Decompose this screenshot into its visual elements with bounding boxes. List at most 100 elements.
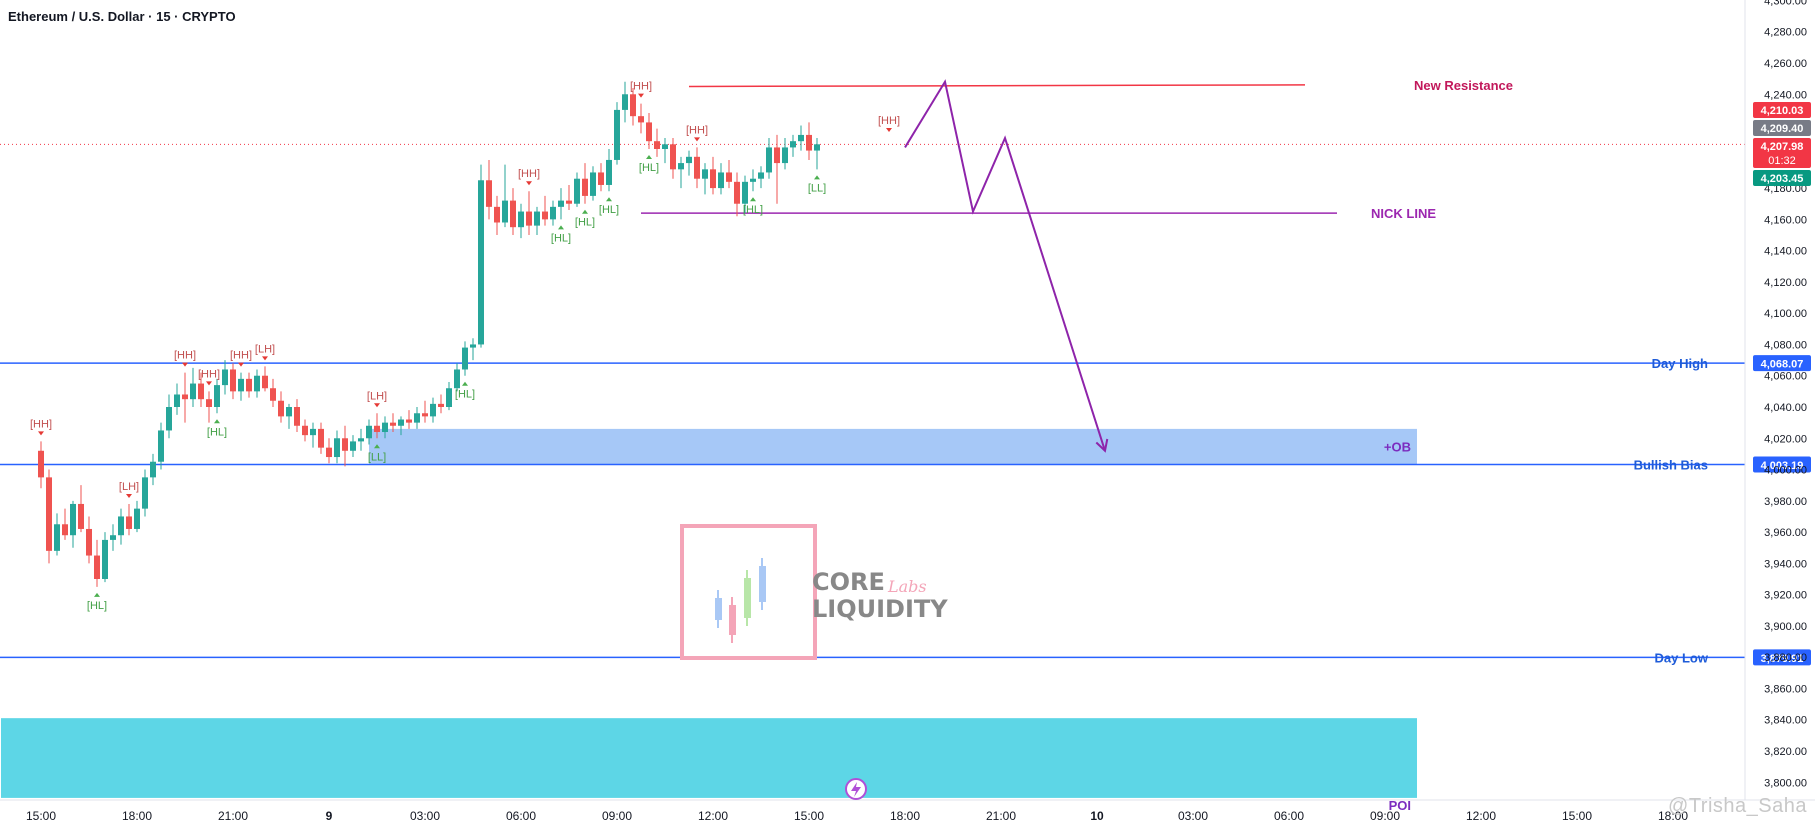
candle-body <box>526 211 532 226</box>
candle-body <box>310 428 316 436</box>
swing-marker <box>638 93 644 98</box>
swing-marker <box>214 419 220 424</box>
logo-candle <box>759 566 766 602</box>
swing-label: [LL] <box>368 451 386 463</box>
projection-arrowhead <box>1095 438 1109 453</box>
price-tick: 4,040.00 <box>1764 402 1807 414</box>
level-label: Bullish Bias <box>1634 458 1708 473</box>
candle-body <box>294 407 300 426</box>
candle-body <box>262 375 268 389</box>
candle-body <box>134 508 140 529</box>
swing-label: [HL] <box>551 232 571 244</box>
swing-label: [LL] <box>808 182 826 194</box>
candle-body <box>590 172 596 196</box>
price-tick: 3,860.00 <box>1764 683 1807 695</box>
candle-body <box>478 180 484 345</box>
swing-label: [HL] <box>639 162 659 174</box>
candle-body <box>558 200 564 207</box>
swing-label: [HL] <box>207 426 227 438</box>
swing-marker <box>750 197 756 202</box>
candle-body <box>694 156 700 179</box>
candle-body <box>454 369 460 389</box>
time-tick: 09:00 <box>602 809 632 823</box>
price-tick: 3,960.00 <box>1764 527 1807 539</box>
time-tick: 18:00 <box>890 809 920 823</box>
price-tick: 4,300.00 <box>1764 0 1807 7</box>
candle-body <box>806 134 812 151</box>
level-label: Day Low <box>1655 650 1709 665</box>
level-price-text: 3,879.91 <box>1761 653 1804 665</box>
candle-body <box>566 200 572 204</box>
swing-marker <box>646 155 652 159</box>
time-tick: 21:00 <box>218 809 248 823</box>
candle-body <box>742 181 748 204</box>
swing-label: [HL] <box>455 389 475 401</box>
bolt-icon <box>845 778 867 800</box>
level-price-tag <box>1753 355 1811 372</box>
price-tag-text: 4,207.98 <box>1761 141 1804 153</box>
price-tag-text: 4,209.40 <box>1761 123 1804 135</box>
price-tick: 4,100.00 <box>1764 308 1807 320</box>
price-tag-text: 4,210.03 <box>1761 105 1804 117</box>
candle-body <box>534 211 540 226</box>
swing-marker <box>126 493 132 498</box>
candle-body <box>518 211 524 228</box>
candle-body <box>606 159 612 185</box>
swing-label: [HH] <box>174 350 196 362</box>
price-tick: 3,800.00 <box>1764 777 1807 789</box>
candle-body <box>190 383 196 400</box>
price-tag <box>1753 120 1811 136</box>
price-tick: 4,180.00 <box>1764 183 1807 195</box>
candle-body <box>94 555 100 579</box>
candle-body <box>494 206 500 223</box>
candle-body <box>470 344 476 348</box>
time-tick: 03:00 <box>1178 809 1208 823</box>
time-tick: 06:00 <box>506 809 536 823</box>
chart-title: Ethereum / U.S. Dollar · 15 · CRYPTO <box>8 9 236 24</box>
swing-label: [HH] <box>878 115 900 127</box>
logo-candle <box>729 605 736 635</box>
time-tick: 06:00 <box>1274 809 1304 823</box>
swing-label: [HH] <box>518 168 540 180</box>
resistance-line <box>688 84 1306 88</box>
swing-label: [HL] <box>575 217 595 229</box>
logo-frame <box>680 524 817 660</box>
time-tick: 9 <box>326 809 333 823</box>
price-tick: 4,000.00 <box>1764 465 1807 477</box>
swing-label: [HL] <box>599 204 619 216</box>
swing-marker <box>374 444 380 449</box>
level-price-text: 4,068.07 <box>1761 359 1804 371</box>
price-tick: 4,060.00 <box>1764 371 1807 383</box>
swing-label: [LH] <box>367 390 387 402</box>
price-tick: 4,240.00 <box>1764 89 1807 101</box>
swing-label: [HH] <box>30 418 52 430</box>
candle-body <box>70 503 76 536</box>
swing-marker <box>694 137 700 142</box>
candle-body <box>622 94 628 110</box>
price-tick: 3,840.00 <box>1764 715 1807 727</box>
swing-marker <box>526 181 532 186</box>
zone-label: +OB <box>1384 440 1411 455</box>
level-price-tag <box>1753 456 1811 473</box>
candle-body <box>550 206 556 220</box>
candle-body <box>502 200 508 223</box>
logo-candle <box>744 578 751 618</box>
candle-body <box>790 141 796 148</box>
price-tag <box>1753 102 1811 118</box>
candle-body <box>574 178 580 204</box>
candle-body <box>782 147 788 164</box>
candle-body <box>222 369 228 386</box>
candle-body <box>646 122 652 142</box>
swing-marker <box>238 362 244 367</box>
price-tag <box>1753 170 1811 186</box>
swing-marker <box>262 356 268 361</box>
swing-marker <box>582 209 588 214</box>
swing-marker <box>374 403 380 408</box>
candle-body <box>182 394 188 400</box>
candle-body <box>102 539 108 579</box>
nick-line-label: NICK LINE <box>1371 206 1436 221</box>
price-tag-text: 4,203.45 <box>1761 173 1804 185</box>
swing-label: [LH] <box>255 343 275 355</box>
